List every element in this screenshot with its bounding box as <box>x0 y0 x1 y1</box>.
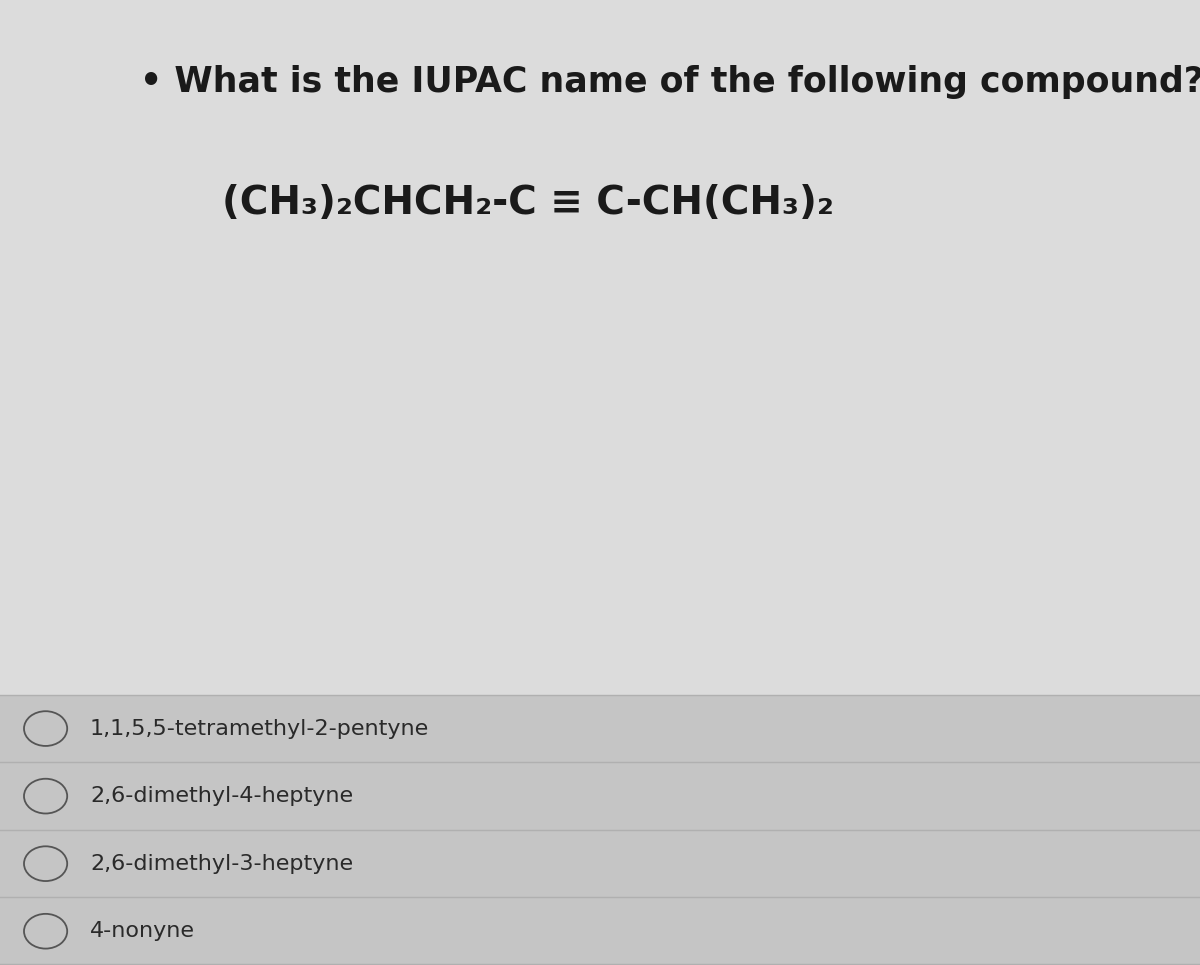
Text: • What is the IUPAC name of the following compound?: • What is the IUPAC name of the followin… <box>140 65 1200 99</box>
Text: 2,6-dimethyl-3-heptyne: 2,6-dimethyl-3-heptyne <box>90 854 353 873</box>
FancyBboxPatch shape <box>0 695 1200 965</box>
Text: 2,6-dimethyl-4-heptyne: 2,6-dimethyl-4-heptyne <box>90 786 353 806</box>
Text: 1,1,5,5-tetramethyl-2-pentyne: 1,1,5,5-tetramethyl-2-pentyne <box>90 719 430 738</box>
Text: (CH₃)₂CHCH₂-C ≡ C-CH(CH₃)₂: (CH₃)₂CHCH₂-C ≡ C-CH(CH₃)₂ <box>222 183 834 222</box>
Text: 4-nonyne: 4-nonyne <box>90 922 194 941</box>
